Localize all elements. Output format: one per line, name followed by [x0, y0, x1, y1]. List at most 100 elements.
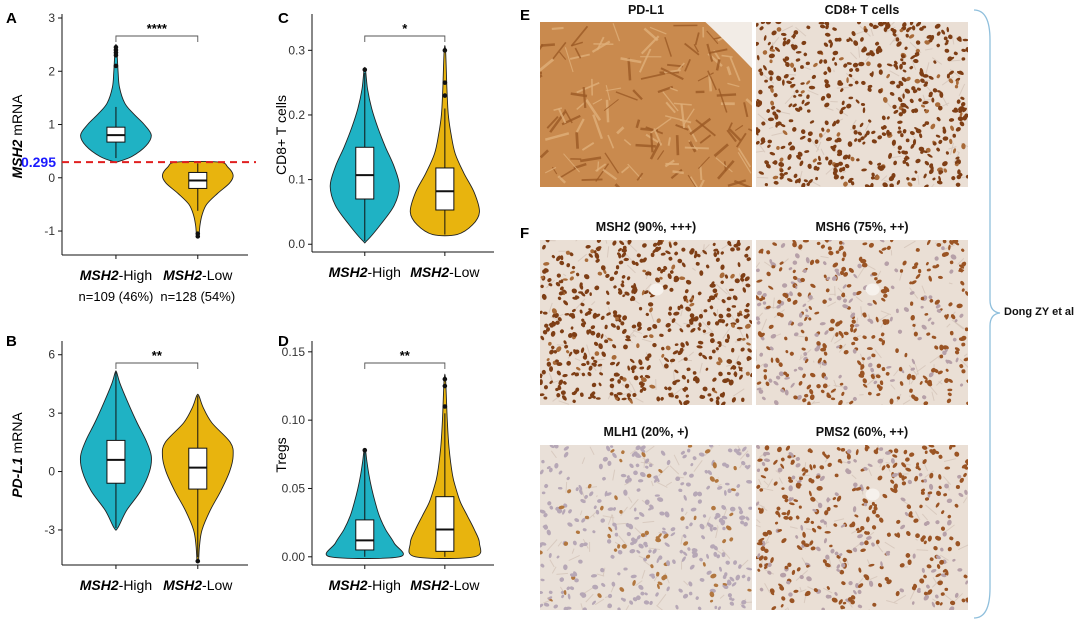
nucleus: [784, 336, 788, 341]
nucleus: [662, 284, 668, 290]
nucleus: [740, 347, 745, 352]
nucleus: [803, 543, 810, 548]
nucleus: [610, 323, 616, 328]
nucleus: [876, 363, 882, 369]
nucleus: [833, 174, 839, 180]
nucleus: [556, 273, 561, 278]
nucleus: [598, 343, 603, 350]
nucleus: [806, 25, 811, 30]
nucleus: [826, 276, 831, 281]
membrane-fiber: [627, 163, 642, 180]
nucleus: [759, 488, 764, 492]
nucleus: [571, 372, 576, 376]
nucleus: [841, 581, 846, 586]
stroma-fiber: [625, 240, 638, 252]
nucleus: [551, 320, 556, 325]
nucleus: [960, 335, 967, 341]
stroma-fiber: [574, 298, 586, 311]
nucleus: [944, 348, 948, 354]
nucleus: [869, 320, 874, 324]
nucleus: [584, 515, 590, 520]
nucleus: [842, 601, 847, 605]
stroma-fiber: [886, 599, 898, 605]
nucleus: [540, 563, 545, 568]
stroma-fiber: [959, 358, 968, 368]
nucleus: [557, 317, 562, 322]
nucleus: [657, 240, 663, 245]
nucleus: [914, 262, 919, 267]
nucleus: [553, 604, 558, 609]
nucleus: [639, 258, 644, 263]
y-tick-label: 2: [48, 64, 55, 78]
nucleus: [810, 546, 816, 551]
nucleus: [667, 311, 672, 316]
nucleus: [726, 333, 730, 340]
nucleus: [948, 118, 955, 122]
nucleus: [607, 593, 613, 599]
nucleus: [567, 522, 573, 527]
nucleus: [708, 295, 716, 301]
nucleus: [819, 24, 826, 29]
nucleus: [683, 541, 689, 546]
stroma-fiber: [795, 26, 807, 37]
nucleus: [923, 591, 929, 596]
stroma-fiber: [922, 94, 926, 102]
nucleus: [698, 313, 704, 319]
nucleus: [703, 309, 708, 313]
nucleus: [720, 251, 724, 255]
nucleus: [784, 294, 789, 299]
membrane-fiber: [605, 84, 611, 101]
nucleus: [841, 391, 845, 396]
nucleus: [665, 250, 671, 255]
stroma-fiber: [726, 364, 732, 367]
gene-name: MSH2: [329, 577, 368, 593]
nucleus: [802, 398, 807, 403]
nucleus: [821, 127, 825, 132]
nucleus: [961, 57, 966, 61]
nucleus: [873, 506, 878, 511]
nucleus: [692, 552, 697, 558]
nucleus: [747, 588, 752, 592]
nucleus: [871, 501, 875, 506]
nucleus: [787, 154, 792, 160]
nucleus: [637, 455, 642, 458]
nucleus: [804, 393, 809, 398]
nucleus: [931, 97, 935, 103]
nucleus: [827, 66, 832, 73]
nucleus: [833, 162, 840, 168]
nucleus: [594, 285, 600, 291]
membrane-fiber: [698, 156, 710, 170]
stroma-fiber: [549, 559, 555, 568]
nucleus: [764, 445, 770, 451]
membrane-fiber: [640, 72, 666, 80]
nucleus: [549, 380, 553, 385]
nucleus: [718, 517, 724, 523]
nucleus: [825, 288, 830, 293]
membrane-fiber: [748, 128, 752, 132]
nucleus: [718, 313, 724, 319]
nucleus: [851, 31, 856, 37]
membrane-fiber: [735, 132, 747, 148]
nucleus: [776, 145, 780, 150]
stroma-fiber: [763, 480, 769, 486]
nucleus: [824, 79, 829, 84]
nucleus: [666, 586, 670, 592]
membrane-fiber: [580, 156, 602, 163]
nucleus: [838, 167, 843, 173]
nucleus: [876, 384, 882, 390]
nucleus: [934, 23, 941, 29]
nucleus: [826, 128, 831, 133]
nucleus: [802, 373, 806, 379]
nucleus: [928, 94, 933, 98]
nucleus: [557, 486, 563, 490]
nucleus: [789, 497, 794, 501]
nucleus: [893, 483, 898, 490]
nucleus: [943, 251, 949, 257]
nucleus: [942, 240, 947, 244]
nucleus: [937, 90, 941, 93]
nucleus: [681, 262, 686, 268]
nucleus: [802, 472, 806, 476]
stroma-fiber: [842, 170, 847, 174]
nucleus: [787, 476, 792, 480]
nucleus: [918, 472, 923, 477]
